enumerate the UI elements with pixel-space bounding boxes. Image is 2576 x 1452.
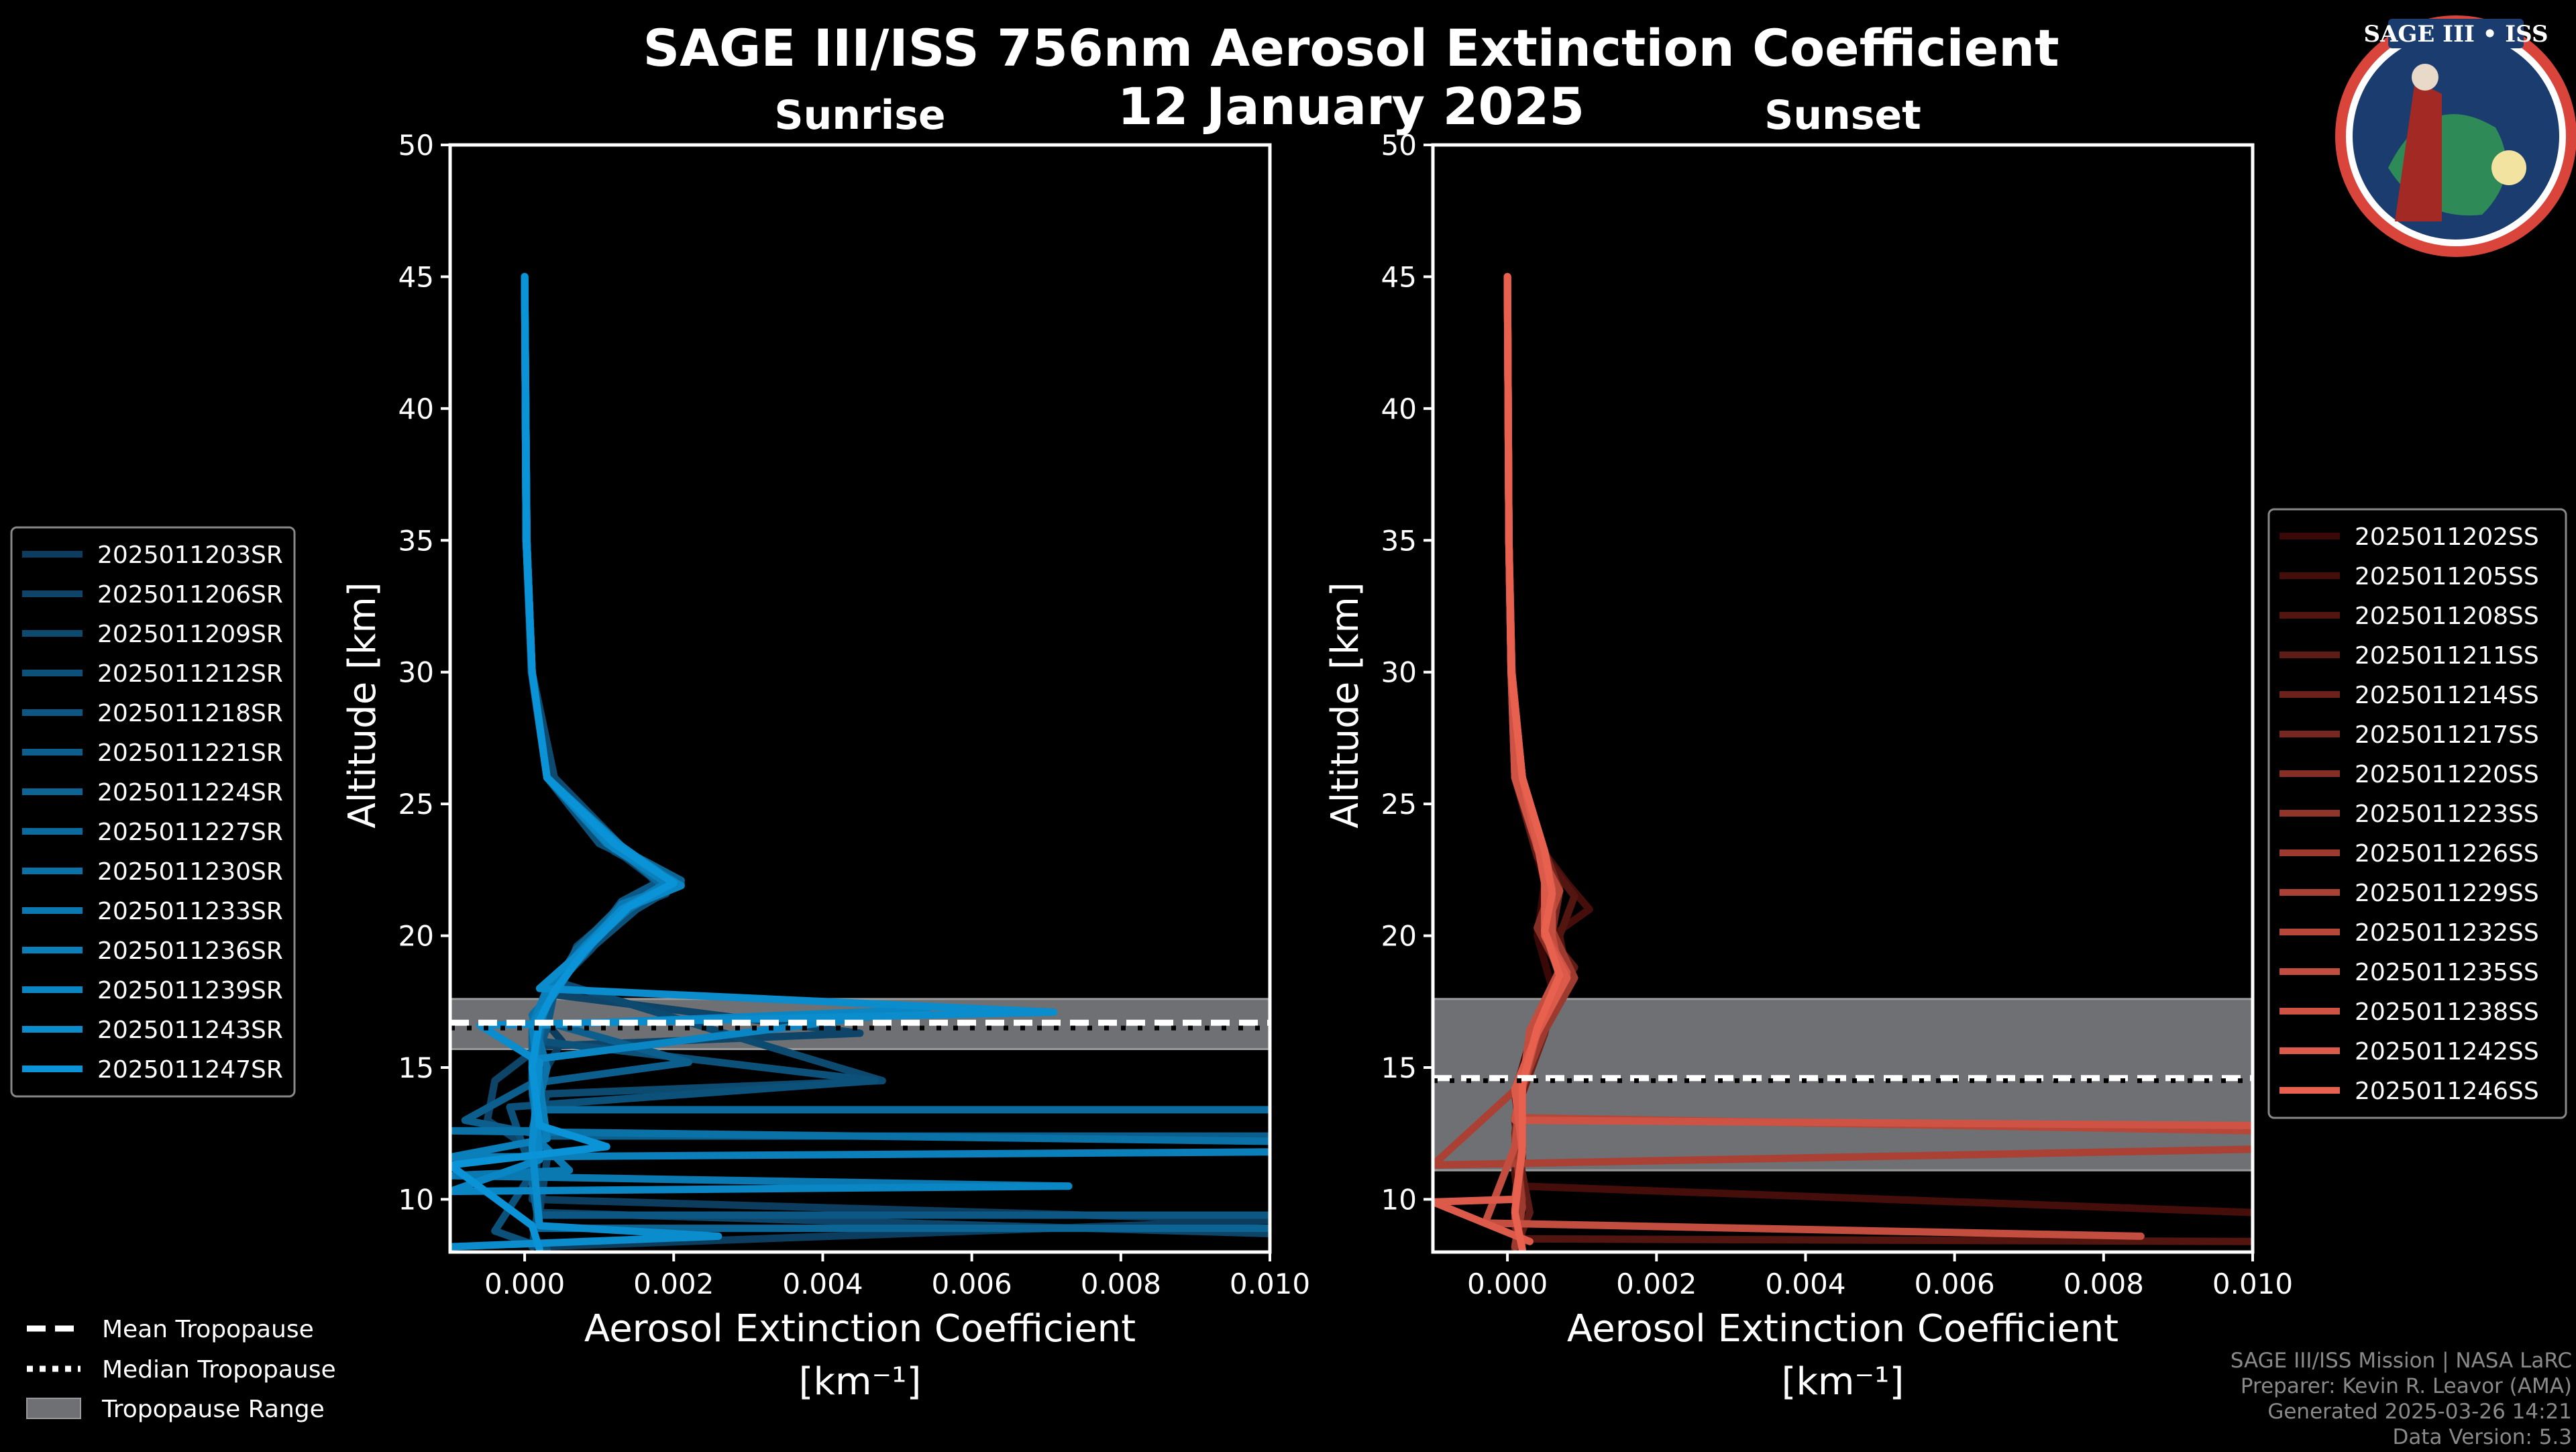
y-tick-label: 10	[398, 1183, 434, 1216]
legend-sunrise: 2025011203SR 2025011206SR 2025011209SR 2025…	[10, 526, 296, 1098]
x-tick-label: 0.002	[633, 1267, 714, 1300]
legend-entry: 2025011211SS	[2355, 642, 2539, 670]
x-tick-label: 0.010	[1230, 1267, 1310, 1300]
legend-entry: 2025011217SS	[2355, 721, 2539, 749]
legend-entry: 2025011238SS	[2355, 998, 2539, 1026]
x-tick-label: 0.006	[1915, 1267, 1995, 1300]
mean-tropopause-label: Mean Tropopause	[102, 1316, 314, 1343]
legend-entry: 2025011239SR	[97, 977, 283, 1004]
y-tick-label: 10	[1381, 1183, 1417, 1216]
panel-sunrise: 10 15 20 25 30 35 40 45 50 0.000 0.002 0.004 0.006 0.…	[10, 92, 1310, 1404]
legend-entry: 2025011203SR	[97, 541, 283, 569]
panel-title: Sunset	[1764, 92, 1921, 139]
legend-entry: 2025011223SS	[2355, 800, 2539, 828]
chart-date: 12 January 2025	[1118, 76, 1585, 136]
tropopause-legend: Mean Tropopause Median Tropopause Tropop…	[26, 1316, 336, 1423]
profile-line-2025011247SR	[450, 272, 678, 1252]
y-tick-label: 30	[398, 656, 434, 689]
credits: SAGE III/ISS Mission | NASA LaRC Prepare…	[2231, 1349, 2572, 1449]
legend-entry: 2025011209SR	[97, 621, 283, 648]
legend-entry: 2025011232SS	[2355, 919, 2539, 947]
legend-entry: 2025011242SS	[2355, 1038, 2539, 1066]
panel-sunset: 10 15 20 25 30 35 40 45 50 0.000 0.002 0.004 0.006 0.…	[1324, 92, 2567, 1404]
legend-entry: 2025011212SR	[97, 660, 283, 688]
x-tick-label: 0.004	[1765, 1267, 1845, 1300]
legend-entry: 2025011246SS	[2355, 1078, 2539, 1105]
legend-entry: 2025011235SS	[2355, 959, 2539, 986]
median-tropopause-label: Median Tropopause	[102, 1356, 336, 1384]
credit-mission: SAGE III/ISS Mission | NASA LaRC	[2231, 1349, 2572, 1373]
x-axis-label: Aerosol Extinction Coefficient	[1567, 1307, 2118, 1351]
legend-entry: 2025011214SS	[2355, 682, 2539, 709]
x-axis-unit: [km⁻¹]	[1782, 1360, 1904, 1404]
legend-entry: 2025011226SS	[2355, 840, 2539, 868]
y-tick-label: 15	[398, 1051, 434, 1084]
y-axis-label: Altitude [km]	[1324, 582, 1367, 828]
logo-text: SAGE III • ISS	[2363, 21, 2548, 48]
legend-entry: 2025011220SS	[2355, 761, 2539, 788]
tropopause-range-label: Tropopause Range	[101, 1396, 325, 1423]
y-tick-label: 20	[1381, 920, 1417, 953]
credit-preparer: Preparer: Kevin R. Leavor (AMA)	[2241, 1374, 2572, 1398]
legend-entry: 2025011236SR	[97, 937, 283, 965]
panel-title: Sunrise	[774, 92, 945, 139]
x-tick-label: 0.006	[932, 1267, 1012, 1300]
legend-entry: 2025011233SR	[97, 898, 283, 925]
x-axis-label: Aerosol Extinction Coefficient	[584, 1307, 1136, 1351]
axes-frame	[448, 143, 1272, 1254]
y-tick-label: 50	[1381, 129, 1417, 162]
y-tick-label: 20	[398, 920, 434, 953]
sage-iii-iss-logo: SAGE III • ISS	[2335, 15, 2576, 257]
y-tick-label: 40	[398, 393, 434, 425]
y-tick-label: 35	[398, 524, 434, 557]
chart-title: SAGE III/ISS 756nm Aerosol Extinction Co…	[643, 18, 2059, 78]
x-tick-label: 0.002	[1616, 1267, 1697, 1300]
x-tick-label: 0.010	[2212, 1267, 2293, 1300]
tropopause-range-band	[1432, 998, 2254, 1172]
y-tick-label: 45	[1381, 260, 1417, 293]
profile-line-2025011218SR	[521, 272, 1270, 1219]
y-tick-label: 50	[398, 129, 434, 162]
legend-entry: 2025011229SS	[2355, 880, 2539, 907]
axes-frame	[1431, 143, 2255, 1254]
y-tick-label: 25	[398, 788, 434, 821]
credit-version: Data Version: 5.3	[2393, 1425, 2572, 1449]
legend-entry: 2025011221SR	[97, 739, 283, 767]
legend-entry: 2025011227SR	[97, 819, 283, 846]
x-tick-label: 0.008	[1081, 1267, 1161, 1300]
profile-line-2025011227SR	[521, 272, 1270, 1114]
y-tick-label: 25	[1381, 788, 1417, 821]
y-axis-label: Altitude [km]	[341, 582, 384, 828]
legend-entry: 2025011230SR	[97, 858, 283, 886]
legend-entry: 2025011243SR	[97, 1017, 283, 1044]
legend-entry: 2025011206SR	[97, 581, 283, 609]
y-tick-label: 35	[1381, 524, 1417, 557]
tropopause-range-swatch	[26, 1398, 81, 1419]
legend-sunset: 2025011202SS 2025011205SS 2025011208SS 2025…	[2267, 508, 2567, 1119]
x-tick-label: 0.004	[782, 1267, 863, 1300]
x-tick-label: 0.000	[484, 1267, 565, 1300]
legend-entry: 2025011247SR	[97, 1056, 283, 1084]
profile-line-2025011246SS	[1503, 272, 1564, 1252]
y-tick-label: 40	[1381, 393, 1417, 425]
legend-entry: 2025011208SS	[2355, 603, 2539, 630]
legend-entry: 2025011202SS	[2355, 523, 2539, 551]
credit-generated: Generated 2025-03-26 14:21	[2267, 1400, 2572, 1424]
y-tick-label: 45	[398, 260, 434, 293]
y-tick-label: 30	[1381, 656, 1417, 689]
legend-entry: 2025011224SR	[97, 779, 283, 807]
x-axis-unit: [km⁻¹]	[799, 1360, 922, 1404]
x-tick-label: 0.008	[2063, 1267, 2144, 1300]
x-tick-label: 0.000	[1467, 1267, 1548, 1300]
legend-entry: 2025011218SR	[97, 700, 283, 727]
legend-entry: 2025011205SS	[2355, 563, 2539, 590]
y-tick-label: 15	[1381, 1051, 1417, 1084]
profile-line-2025011224SR	[521, 272, 1270, 1233]
